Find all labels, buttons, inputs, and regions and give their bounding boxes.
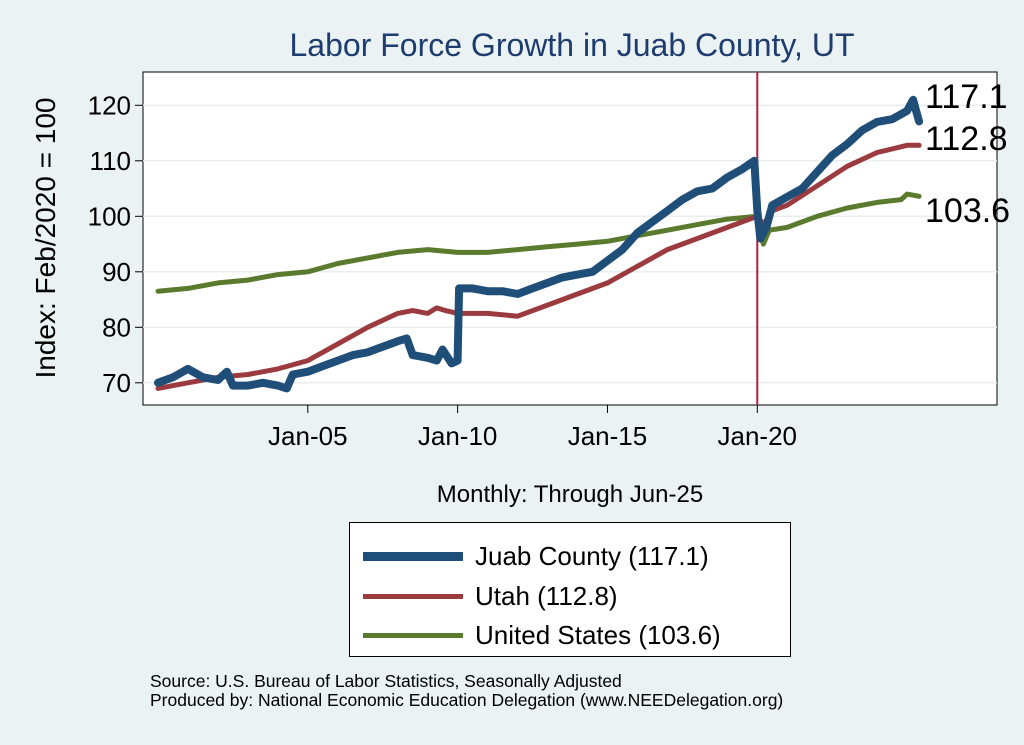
series-end-label: 117.1	[925, 78, 1008, 116]
plot-area	[142, 71, 998, 406]
x-tick-label: Jan-15	[568, 421, 648, 451]
x-tick-label: Jan-05	[268, 421, 348, 451]
y-tick-label: 100	[88, 201, 131, 231]
end-labels: 117.1 112.8 103.6	[925, 78, 1010, 230]
chart-title: Labor Force Growth in Juab County, UT	[290, 27, 855, 63]
legend-label-us: United States (103.6)	[475, 619, 721, 650]
series-end-label: 103.6	[925, 192, 1010, 230]
source-note: Source: U.S. Bureau of Labor Statistics,…	[150, 672, 783, 710]
series-line	[154, 95, 924, 393]
y-tick-label: 110	[90, 146, 131, 176]
y-tick-label: 120	[88, 90, 131, 120]
series-line	[155, 142, 922, 391]
series-end-label: 112.8	[925, 120, 1008, 158]
legend: Juab County (117.1) Utah (112.8) United …	[349, 522, 791, 657]
series-layer	[154, 95, 924, 393]
x-tick-label: Jan-10	[418, 421, 498, 451]
legend-item-utah: Utah (112.8)	[350, 577, 618, 615]
axis-layer: 70 80 90 100 110 120 Jan-05 Jan-10 Jan-15 Jan-20	[88, 90, 797, 451]
produced-by-line: Produced by: National Economic Education…	[150, 690, 784, 710]
y-tick-label: 80	[102, 312, 131, 342]
y-tick-label: 90	[102, 257, 131, 287]
series-line	[155, 191, 922, 294]
legend-item-juab: Juab County (117.1)	[350, 537, 709, 575]
x-tick-label: Jan-20	[718, 421, 798, 451]
x-axis-label: Monthly: Through Jun-25	[437, 481, 703, 508]
legend-swatch-juab	[363, 551, 463, 561]
y-tick-label: 70	[102, 368, 131, 398]
legend-label-utah: Utah (112.8)	[475, 580, 618, 611]
y-axis-label: Index: Feb/2020 = 100	[30, 98, 61, 379]
legend-item-us: United States (103.6)	[350, 616, 721, 654]
legend-swatch-us	[363, 632, 463, 638]
legend-label-juab: Juab County (117.1)	[475, 540, 709, 571]
source-line: Source: U.S. Bureau of Labor Statistics,…	[150, 671, 622, 691]
legend-swatch-utah	[363, 593, 463, 599]
